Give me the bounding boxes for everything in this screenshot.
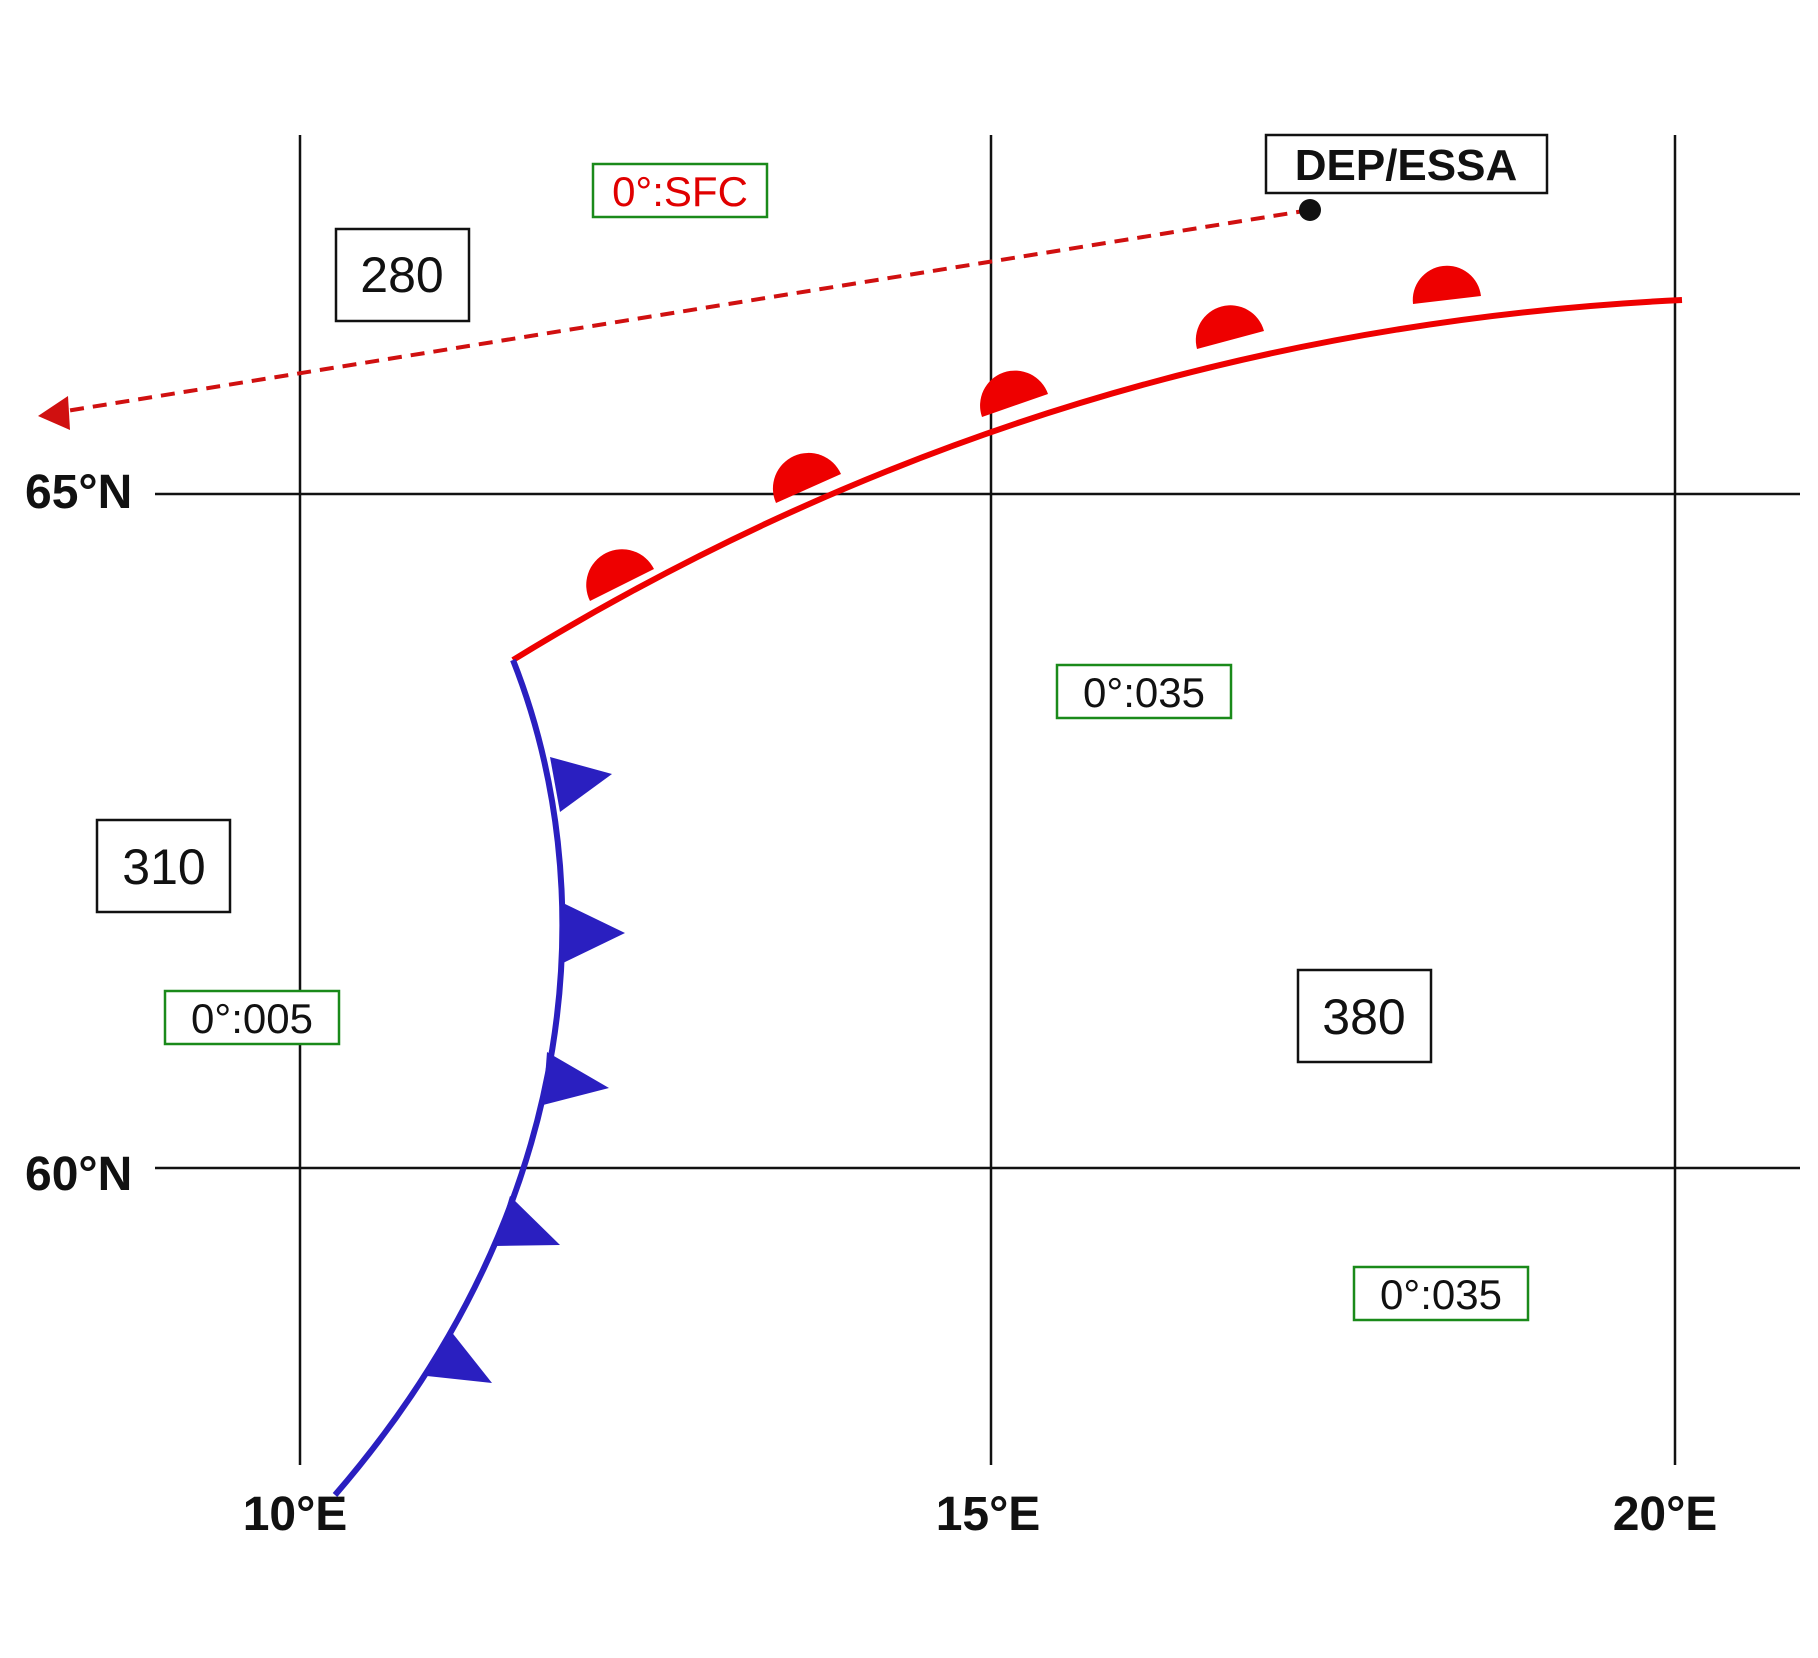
freezing-level-box: 0°:035 <box>1352 1265 1530 1322</box>
grid <box>155 135 1800 1465</box>
flight-level-value: 380 <box>1322 989 1405 1045</box>
freezing-level-text: 0°:SFC <box>612 168 748 215</box>
cold-front-triangle <box>550 757 612 812</box>
freezing-level-text: 0°:035 <box>1083 669 1205 716</box>
freezing-level-box: 0°:005 <box>163 989 341 1046</box>
cold-front <box>332 658 625 1497</box>
route-arrowhead <box>38 396 70 430</box>
lat-label-60: 60°N <box>25 1148 132 1201</box>
flight-level-value: 280 <box>360 247 443 303</box>
flight-level-box: 310 <box>95 818 232 914</box>
flight-level-value: 310 <box>122 839 205 895</box>
freezing-level-text: 0°:035 <box>1380 1271 1502 1318</box>
flight-level-box: 280 <box>334 227 471 323</box>
freezing-level-text: 0°:005 <box>191 995 313 1042</box>
warm-front-bump <box>980 370 1048 417</box>
cold-front-triangle <box>427 1330 492 1383</box>
route-line <box>59 208 1311 414</box>
lon-label-15: 15°E <box>936 1488 1041 1541</box>
freezing-level-box: 0°:SFC <box>591 162 769 219</box>
departure-label: DEP/ESSA <box>1295 141 1518 190</box>
warm-front-bump <box>1195 305 1264 349</box>
cold-front-triangle <box>495 1196 560 1246</box>
departure-dot <box>1299 199 1321 221</box>
departure-box: DEP/ESSA <box>1264 133 1549 195</box>
warm-front-line <box>511 297 1683 663</box>
cold-front-line <box>332 658 566 1497</box>
lat-label-65: 65°N <box>25 466 132 519</box>
warm-front-bump <box>586 549 654 601</box>
lon-label-10: 10°E <box>243 1488 348 1541</box>
flight-level-box: 380 <box>1296 968 1433 1064</box>
warm-front <box>511 265 1683 663</box>
lon-label-20: 20°E <box>1613 1488 1718 1541</box>
warm-front-bump <box>772 452 841 503</box>
route <box>38 199 1321 430</box>
freezing-level-box: 0°:035 <box>1055 663 1233 720</box>
cold-front-triangle <box>543 1052 609 1105</box>
cold-front-triangle <box>563 903 625 963</box>
warm-front-bump <box>1412 265 1481 304</box>
